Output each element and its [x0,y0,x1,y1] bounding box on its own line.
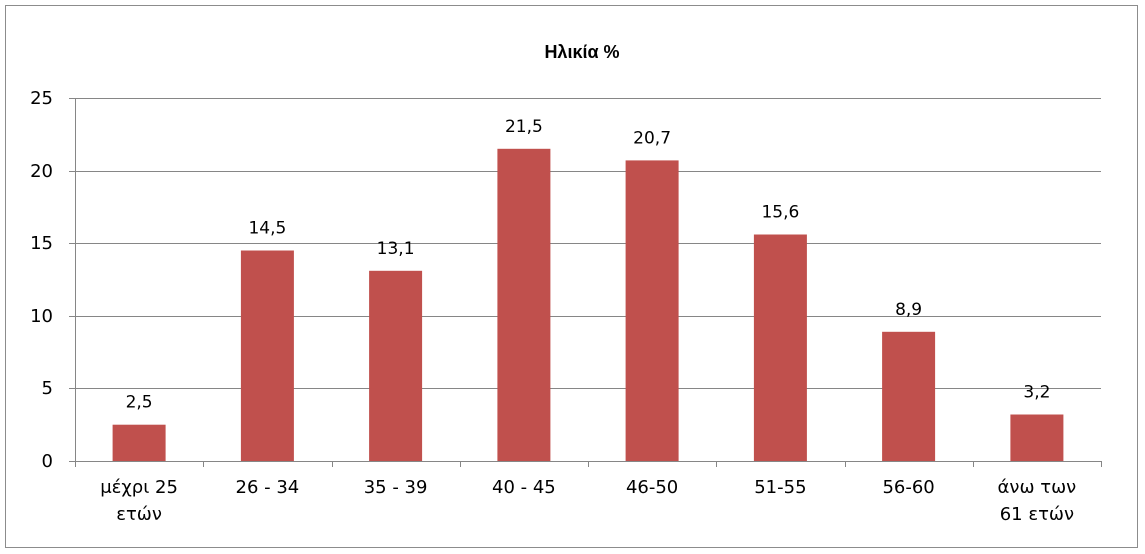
data-label: 21,5 [505,117,543,137]
y-tick-label: 5 [42,378,53,399]
chart-title: Ηλικία % [544,42,619,62]
y-tick-label: 25 [30,88,53,109]
bar [753,234,807,461]
bar [497,148,551,462]
x-tick-label: άνω των 61 ετών [998,477,1077,525]
gridlines [75,98,1101,389]
x-tick-label: 46-50 [626,477,678,498]
x-tick-label: 56-60 [882,477,934,498]
bar [625,160,679,461]
chart-frame [5,5,1138,548]
x-tick-label: 40 - 45 [492,477,556,498]
y-tick-label: 0 [42,451,53,472]
bar [369,270,423,461]
data-label: 2,5 [126,393,153,413]
data-label: 13,1 [377,239,415,259]
data-label: 15,6 [761,203,799,223]
x-tick-label: μέχρι 25 ετών [100,477,178,525]
data-label: 14,5 [248,219,286,239]
axes: 0 5 10 15 20 25 μέχρι 25 ετών 26 - 34 35 - 39 40 -… [30,88,1102,525]
bars [112,148,1064,462]
data-label: 3,2 [1023,383,1050,403]
data-labels: 2,5 14,5 13,1 21,5 20,7 15,6 8,9 3,2 [126,117,1051,413]
x-tick-label: 26 - 34 [236,477,300,498]
x-tick-label: 35 - 39 [364,477,428,498]
data-label: 8,9 [895,300,922,320]
y-tick-label: 20 [30,161,53,182]
bar [882,331,936,461]
bar [1010,414,1064,461]
data-label: 20,7 [633,128,671,148]
x-tick-label: 51-55 [754,477,806,498]
bar [112,424,166,461]
y-tick-label: 15 [30,233,53,254]
y-tick-label: 10 [30,306,53,327]
bar [240,250,294,461]
